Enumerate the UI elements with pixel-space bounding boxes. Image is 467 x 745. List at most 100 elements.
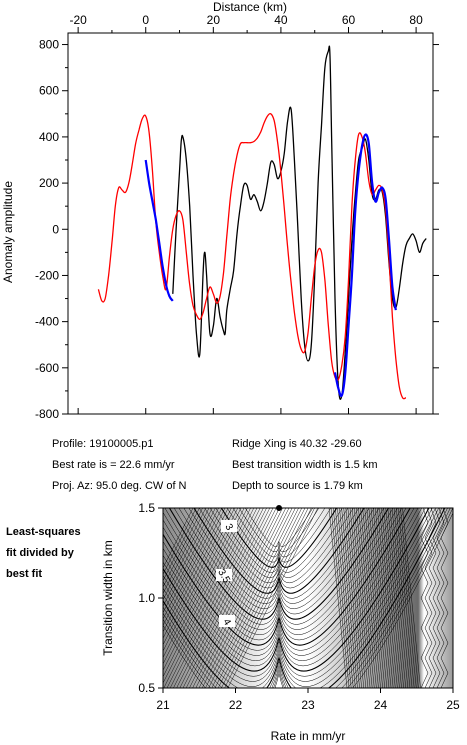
profile-xlabel: Distance (km) [213,0,287,14]
y-tick-label-0: -800 [35,407,59,421]
contour-label-2: 4 [220,617,233,628]
profile-ticks: -20 0 20 40 60 80-800-600-400-200020040060080… [35,13,439,421]
contour-line [364,508,383,688]
contour-line [424,508,433,688]
contour-line [163,508,242,665]
profile-ylabel: Anomaly amplitude [1,181,15,283]
contour-line [179,508,271,688]
contour-line [398,508,417,688]
contour-line [163,508,403,636]
contour-line [440,508,449,688]
contour-line [163,508,210,601]
contour-line [360,508,379,688]
y-tick-label-1: -600 [35,361,59,375]
contour-line [166,508,258,688]
info-ridge-xing: Ridge Xing is 40.32 -29.60 [232,438,362,450]
contour-line [164,508,394,625]
info-proj-az: Proj. Az: 95.0 deg. CW of N [52,480,187,492]
y-tick-label-6: 400 [39,130,59,144]
fitted-segment-line-2 [333,133,397,398]
contour-ylabel: Transition width in km [101,540,115,656]
rate-tick-label-2: 23 [301,698,315,712]
contour-line [173,508,264,688]
contour-line [387,508,407,688]
contour-line [381,508,400,688]
contour-line [185,508,277,688]
contour-line [332,508,352,688]
rate-tick-label-1: 22 [229,698,243,712]
contour-line [163,508,216,614]
contour-line [428,508,437,688]
contour-line [163,508,200,582]
rate-tick-label-0: 21 [156,698,170,712]
x-tick-label-0: -20 [69,13,87,27]
contour-line [201,508,293,688]
contour-line [345,508,365,688]
contour-line [168,508,390,620]
best-fit-marker [276,505,282,511]
width-tick-label-0: 0.5 [138,681,155,695]
info-profile: Profile: 19100005.p1 [52,438,154,450]
fitted-segment-line-1 [144,159,174,302]
contour-line [220,508,338,568]
contour-line [163,508,213,607]
contour-line [347,508,367,688]
contour-xlabel: Rate in mm/yr [271,729,346,743]
contour-line [385,508,404,688]
contour-line [163,508,433,677]
contour-line [163,508,235,652]
contour-line [163,508,422,661]
contour-line [379,508,398,688]
contour-line [163,508,439,687]
side-label-line-2: fit divided by [6,547,75,559]
contour-line [215,508,343,573]
contour-line [163,508,207,595]
contour-line [232,508,326,558]
contour-line [217,508,309,688]
contour-line [163,508,446,688]
width-tick-label-2: 1.5 [138,501,155,515]
contour-line [330,508,350,688]
contour-line [337,508,356,688]
contour-line [163,508,197,575]
contour-line [204,508,354,584]
contour-line [402,508,421,688]
contour-line [395,508,415,688]
contour-line [436,508,445,688]
contour-line [245,508,313,547]
x-tick-label-4: 60 [342,13,356,27]
contour-line [189,508,280,688]
contour-line [163,508,232,646]
contour-line [339,508,358,688]
misfit-side-label: Least-squares fit divided by best fit [6,526,81,580]
x-tick-label-5: 80 [409,13,423,27]
profile-frame [67,32,434,415]
contour-line [192,508,283,688]
info-best-width: Best transition width is 1.5 km [232,459,378,471]
contour-line [163,508,245,671]
profile-series [97,45,427,400]
contour-label-bg [219,615,235,627]
contour-line [163,508,426,667]
contour-line [372,508,392,688]
contour-line [163,508,415,651]
misfit-contour-chart: 21 22 23 24 250.51.01.5 33.54 Rate in mm/yr … [101,501,460,743]
rate-tick-label-3: 24 [374,698,388,712]
contour-line [163,508,430,672]
contour-line [432,508,441,688]
side-label-line-1: Least-squares [6,526,81,538]
contour-line [328,508,348,688]
x-tick-label-1: 0 [142,13,149,27]
contour-line [221,508,312,688]
y-tick-label-7: 600 [39,84,59,98]
contour-line [353,508,373,688]
contour-line [358,508,377,688]
contour-line [163,508,223,627]
contour-line [205,508,296,688]
contour-line [163,508,203,588]
contour-line [163,508,194,569]
contour-line [393,508,413,688]
contour-line [400,508,419,688]
contour-line [362,508,381,688]
